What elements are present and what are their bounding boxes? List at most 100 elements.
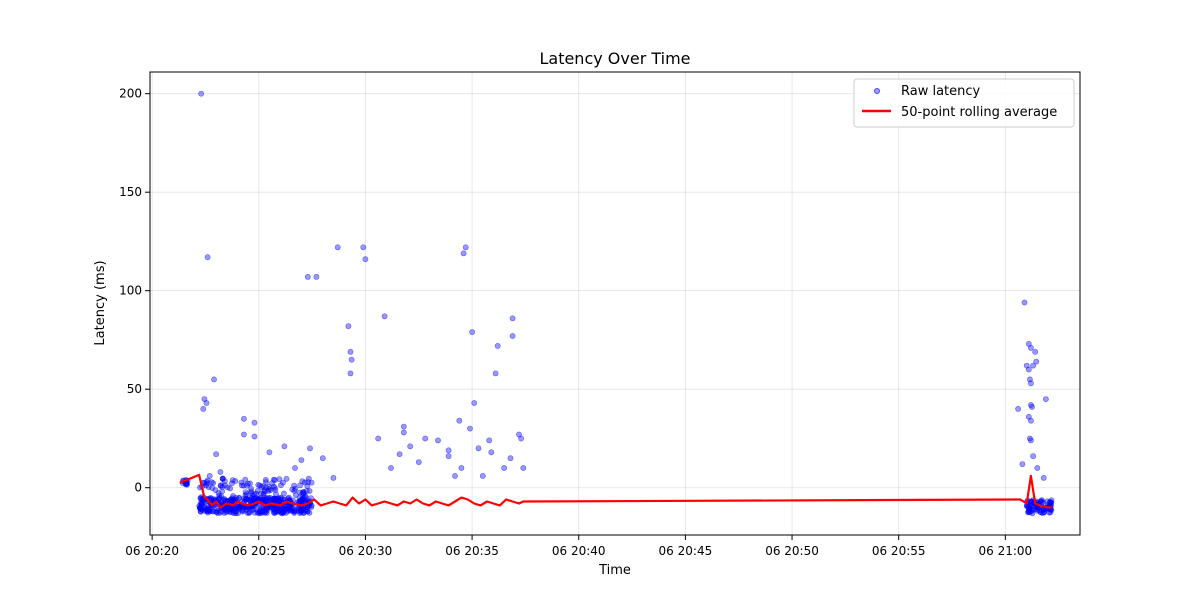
- raw-latency-point: [458, 465, 465, 471]
- raw-latency-point: [266, 449, 273, 456]
- raw-latency-point: [1043, 396, 1049, 402]
- raw-latency-point: [270, 509, 277, 515]
- raw-latency-point: [388, 465, 394, 471]
- raw-latency-point: [452, 472, 458, 479]
- raw-latency-point: [230, 493, 236, 499]
- x-axis-label: Time: [598, 563, 631, 578]
- raw-latency-point: [247, 480, 253, 487]
- raw-latency-point: [1032, 348, 1039, 355]
- legend-rolling-average-label: 50-point rolling average: [901, 105, 1057, 120]
- x-axis-ticks: 06 20:20 06 20:25 06 20:30 06 20:35 06 20:40…: [125, 535, 1032, 558]
- raw-latency-point: [251, 419, 258, 426]
- raw-latency-point: [509, 315, 516, 322]
- raw-latency-point: [223, 509, 229, 515]
- raw-latency-point: [297, 508, 304, 515]
- plot-frame: [149, 71, 1081, 536]
- raw-latency-point: [297, 489, 303, 496]
- raw-latency-point: [347, 348, 354, 355]
- raw-latency-point: [269, 480, 275, 487]
- raw-latency-point: [1030, 453, 1036, 460]
- raw-latency-point: [262, 476, 269, 483]
- y-tick-label: 50: [127, 382, 142, 396]
- raw-latency-point: [1028, 380, 1034, 387]
- raw-latency-point: [285, 495, 291, 502]
- y-axis-ticks: 0 50 100 150 200: [119, 87, 150, 495]
- raw-latency-point: [272, 509, 279, 516]
- raw-latency-point: [435, 437, 441, 444]
- grid: [150, 72, 1080, 535]
- raw-latency-point: [197, 508, 204, 515]
- raw-latency-point: [240, 507, 247, 514]
- raw-latency-point: [219, 476, 226, 482]
- raw-latency-point: [203, 479, 210, 485]
- raw-latency-point: [265, 494, 271, 501]
- raw-latency-point: [254, 487, 261, 494]
- raw-latency-point: [1015, 405, 1021, 412]
- raw-latency-point: [1021, 299, 1028, 306]
- raw-latency-point: [1047, 499, 1054, 506]
- raw-latency-point: [289, 486, 296, 493]
- raw-latency-point: [298, 457, 305, 463]
- raw-latency-point: [277, 482, 284, 489]
- raw-latency-point: [281, 443, 288, 450]
- x-tick-label: 06 20:45: [659, 544, 713, 558]
- raw-latency-point: [236, 503, 243, 510]
- raw-latency-point: [292, 465, 298, 471]
- raw-latency-point: [396, 451, 403, 458]
- raw-latency-point: [238, 479, 245, 486]
- raw-latency-point: [219, 488, 225, 495]
- raw-latency-point: [217, 482, 224, 489]
- x-tick-label: 06 20:50: [765, 544, 819, 558]
- raw-latency-point: [460, 250, 467, 257]
- raw-latency-point: [381, 313, 388, 320]
- raw-latency-point: [456, 417, 463, 424]
- raw-latency-point: [249, 507, 256, 513]
- raw-latency-point: [467, 425, 473, 432]
- raw-latency-point: [300, 488, 307, 495]
- raw-latency-point: [302, 506, 309, 513]
- raw-latency-point: [520, 465, 527, 471]
- raw-latency-point: [422, 435, 429, 442]
- raw-latency-point: [334, 244, 341, 251]
- raw-latency-point: [345, 323, 352, 330]
- raw-latency-point: [304, 483, 311, 489]
- raw-latency-point: [469, 329, 475, 335]
- legend-raw-latency-marker: [873, 87, 881, 95]
- raw-latency-point: [198, 90, 205, 97]
- raw-latency-point: [260, 492, 267, 498]
- raw-latency-point: [400, 429, 407, 436]
- raw-latency-point: [360, 244, 367, 251]
- y-tick-label: 200: [119, 87, 142, 101]
- legend-raw-latency-label: Raw latency: [901, 84, 981, 99]
- raw-latency-point: [278, 510, 285, 517]
- raw-latency-point: [1039, 510, 1046, 517]
- rolling-average-line: [179, 473, 1053, 509]
- raw-latency-point: [1033, 358, 1040, 365]
- raw-latency-point: [251, 433, 258, 440]
- raw-latency-point: [445, 453, 452, 460]
- raw-latency-point: [494, 342, 501, 349]
- raw-latency-point: [200, 405, 207, 412]
- raw-latency-point: [211, 376, 217, 383]
- raw-latency-point: [313, 273, 320, 280]
- raw-latency-point: [271, 495, 278, 502]
- raw-latency-point: [286, 503, 292, 510]
- raw-latency-point: [248, 485, 254, 492]
- raw-latency-point: [291, 507, 298, 514]
- raw-latency-point: [206, 472, 213, 479]
- raw-latency-point: [299, 478, 306, 485]
- raw-latency-point: [232, 478, 239, 484]
- raw-latency-point: [280, 490, 287, 497]
- raw-latency-point: [216, 494, 223, 501]
- raw-latency-point: [1028, 437, 1034, 444]
- raw-latency-point: [415, 459, 422, 465]
- raw-latency-point: [1025, 366, 1032, 373]
- raw-latency-point: [306, 488, 313, 494]
- raw-latency-point: [507, 455, 514, 462]
- raw-latency-point: [242, 476, 249, 483]
- raw-latency-point: [462, 244, 469, 251]
- raw-latency-point: [292, 492, 299, 498]
- raw-latency-point: [201, 504, 208, 511]
- raw-latency-point: [231, 506, 238, 512]
- raw-latency-point: [213, 451, 219, 458]
